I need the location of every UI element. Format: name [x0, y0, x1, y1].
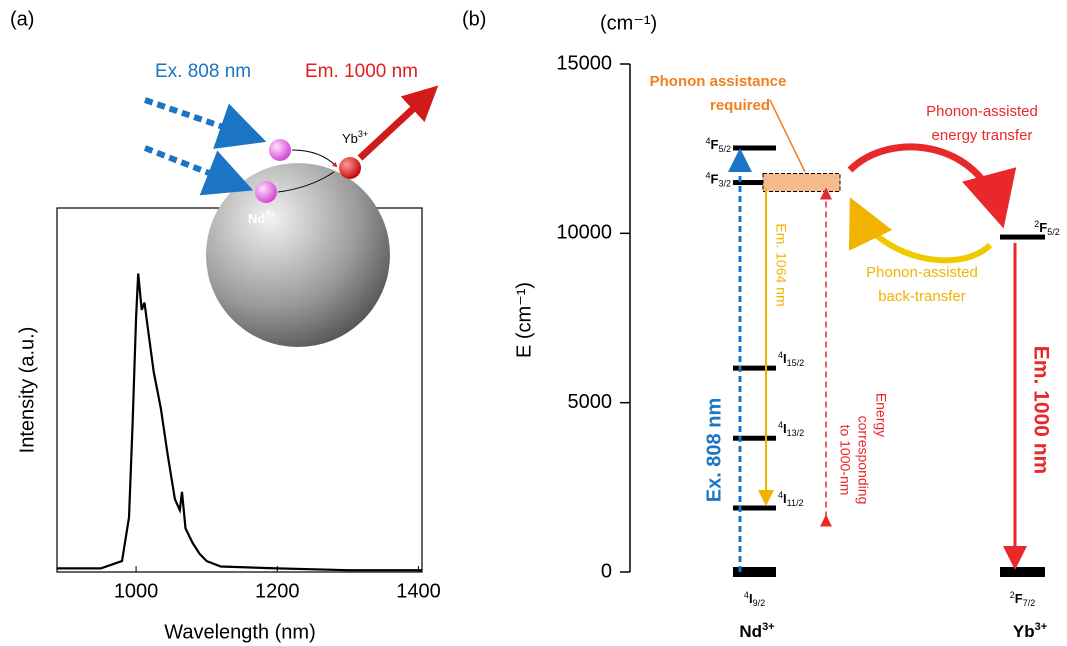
ion-charge: 3+	[265, 209, 275, 219]
x-tick-label: 1000	[114, 580, 159, 602]
excitation-arrow	[144, 97, 267, 149]
transfer-arrow	[291, 149, 338, 168]
emission-label: Em. 1064 nm	[773, 223, 789, 306]
term-multiplicity: 4	[706, 171, 711, 181]
transfer-arrow	[277, 171, 335, 193]
inset-emission: Em. 1000 nm	[305, 61, 418, 82]
transfer-curve	[847, 143, 1017, 229]
panel-b: (cm⁻¹) E (cm⁻¹) 050001000015000Nd3+4I9/2…	[513, 12, 1059, 641]
term-multiplicity: 4	[778, 350, 783, 360]
energy-level	[1000, 567, 1045, 577]
term-symbol: F	[711, 172, 719, 187]
level-label: 4I11/2	[778, 490, 804, 508]
term-multiplicity: 2	[1034, 219, 1039, 229]
back-transfer-curve	[849, 197, 993, 264]
level-label: 4F5/2	[706, 136, 731, 154]
annotation: Phonon assistance	[650, 73, 787, 90]
emission-arrow	[357, 85, 439, 161]
energy-level	[733, 505, 776, 511]
energy-level	[733, 567, 776, 577]
term-multiplicity: 2	[1010, 590, 1015, 600]
y-axis-label: Intensity (a.u.)	[16, 327, 38, 454]
term-j: 5/2	[1047, 227, 1060, 237]
ion-charge: 3+	[762, 621, 775, 633]
y-tick-label: 15000	[556, 52, 612, 74]
nanoparticle	[206, 163, 390, 347]
term-j: 3/2	[718, 179, 731, 189]
term-j: 15/2	[787, 358, 805, 368]
callout-line	[769, 99, 806, 173]
term-j: 13/2	[787, 429, 805, 439]
term-multiplicity: 4	[778, 490, 783, 500]
term-symbol: I	[783, 491, 787, 506]
panel-a: Wavelength (nm) Intensity (a.u.) 1000 120…	[16, 207, 441, 643]
x-tick-label: 1400	[396, 580, 441, 602]
y-tick-label: 10000	[556, 222, 612, 244]
level-label: 4F3/2	[706, 171, 731, 189]
term-symbol: F	[1015, 591, 1023, 606]
term-j: 5/2	[718, 144, 731, 154]
y-tick-label: 0	[601, 560, 612, 582]
annotation: back-transfer	[878, 288, 966, 305]
annotation: energy transfer	[932, 127, 1033, 144]
ion-base: Yb	[1013, 622, 1035, 641]
nd-ion	[269, 139, 291, 161]
term-symbol: I	[749, 591, 753, 606]
level-label: 4I13/2	[778, 421, 804, 439]
inset-ion-label: Yb3+	[342, 129, 368, 146]
unit-label: (cm⁻¹)	[600, 12, 657, 34]
ion-name: Nd3+	[739, 621, 774, 642]
term-j: 11/2	[787, 498, 804, 508]
energy-level	[733, 435, 776, 441]
gap-label: Energy	[873, 393, 889, 437]
y-axis-label: E (cm⁻¹)	[513, 282, 535, 358]
annotation: required	[710, 97, 770, 114]
term-multiplicity: 4	[778, 421, 783, 431]
term-symbol: I	[783, 352, 787, 367]
level-label: 2F7/2	[1010, 590, 1035, 608]
term-j: 7/2	[1023, 598, 1036, 608]
gap-label: to 1000-nm	[837, 425, 853, 496]
annotation: Phonon-assisted	[926, 103, 1038, 120]
energy-level	[733, 180, 776, 186]
level-label: 4I9/2	[744, 590, 765, 608]
panel-label: (a)	[10, 8, 34, 30]
energy-level	[733, 365, 776, 371]
term-symbol: F	[711, 137, 719, 152]
x-tick-label: 1200	[255, 580, 300, 602]
phonon-box	[762, 173, 841, 193]
term-multiplicity: 4	[706, 136, 711, 146]
gap-label: corresponding	[855, 416, 871, 505]
ion-charge: 3+	[358, 129, 368, 139]
nd-ion	[255, 181, 277, 203]
yb-ion	[339, 157, 361, 179]
term-multiplicity: 4	[744, 590, 749, 600]
inset-ion-label: Nd3+	[248, 209, 276, 226]
term-symbol: F	[1039, 220, 1047, 235]
inset-excitation: Ex. 808 nm	[155, 61, 251, 82]
spectrum-line	[57, 273, 422, 572]
excitation-arrow	[143, 145, 254, 196]
ion-charge: 3+	[1035, 621, 1048, 633]
term-symbol: I	[783, 422, 787, 437]
excitation-label: Ex. 808 nm	[703, 398, 725, 503]
ion-base: Nd	[248, 211, 265, 226]
level-label: 2F5/2	[1034, 219, 1059, 237]
level-label: 4I15/2	[778, 350, 804, 368]
ion-base: Yb	[342, 131, 358, 146]
energy-level	[733, 145, 776, 151]
ion-name: Yb3+	[1013, 621, 1047, 642]
energy-level	[1000, 234, 1045, 240]
x-axis-label: Wavelength (nm)	[164, 621, 316, 643]
emission-label: Em. 1000 nm	[1029, 346, 1052, 474]
annotation: Phonon-assisted	[866, 264, 978, 281]
inset: Ex. 808 nm Em. 1000 nm Yb3+ Nd3+	[143, 61, 439, 347]
ion-base: Nd	[739, 622, 762, 641]
term-j: 9/2	[753, 598, 766, 608]
panel-label: (b)	[462, 8, 486, 30]
y-tick-label: 5000	[568, 391, 613, 413]
